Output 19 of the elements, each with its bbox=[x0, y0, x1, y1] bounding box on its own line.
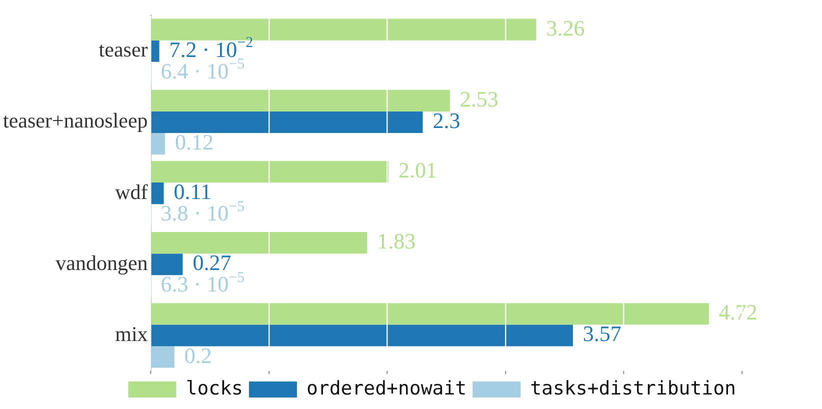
data-label: 2.3 bbox=[432, 108, 460, 133]
data-label: 0.11 bbox=[174, 179, 212, 204]
data-label: 0.12 bbox=[174, 130, 214, 155]
data-label: 0.27 bbox=[192, 250, 232, 276]
data-label: 3.26 bbox=[546, 15, 585, 40]
data-label: 1.83 bbox=[377, 228, 416, 254]
y-tick-label: mix bbox=[115, 322, 148, 346]
y-tick-label: teaser+nanosleep bbox=[2, 108, 148, 133]
legend-label: ordered+nowait bbox=[306, 377, 467, 400]
data-label: 4.72 bbox=[718, 300, 758, 325]
data-label: 3.57 bbox=[582, 321, 622, 346]
y-tick-label: vandongen bbox=[56, 250, 148, 275]
y-tick-label: wdf bbox=[115, 180, 148, 204]
data-label: 2.01 bbox=[398, 158, 437, 183]
data-label: 2.53 bbox=[460, 86, 498, 112]
legend-label: tasks+distribution bbox=[530, 377, 736, 400]
data-label: 0.2 bbox=[184, 342, 212, 368]
legend-label: locks bbox=[186, 377, 243, 400]
y-tick-label: teaser bbox=[98, 38, 148, 62]
